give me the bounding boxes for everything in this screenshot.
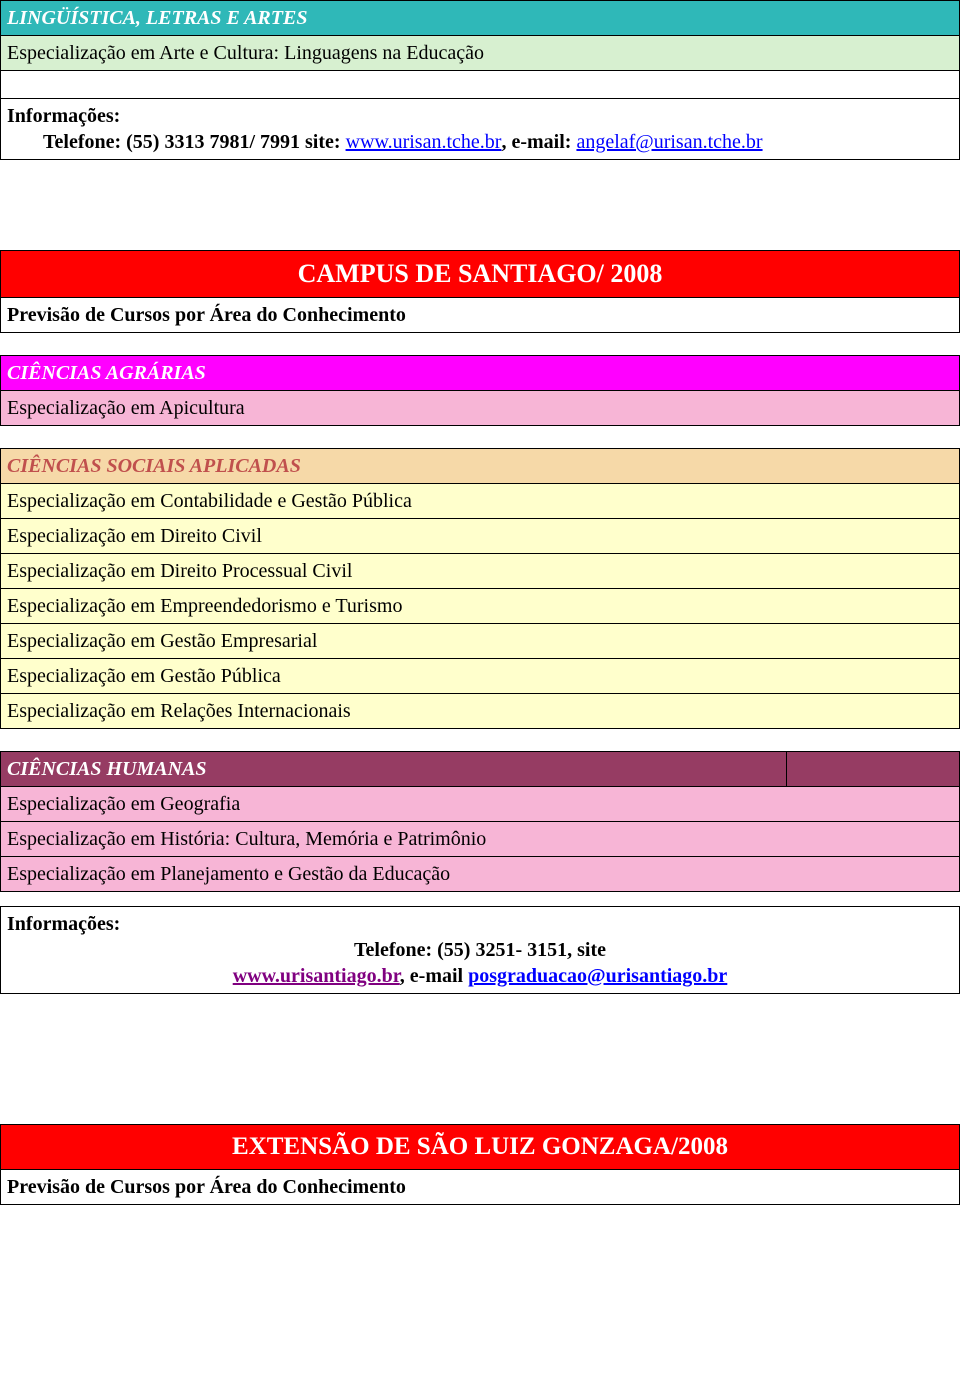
humanas-header: CIÊNCIAS HUMANAS [1, 751, 787, 786]
sociais-table: CIÊNCIAS SOCIAIS APLICADAS Especializaçã… [0, 448, 960, 729]
phone-label: Telefone: (55) 3313 7981/ 7991 site: [43, 131, 346, 153]
sociais-header: CIÊNCIAS SOCIAIS APLICADAS [1, 448, 960, 483]
humanas-header-blank [787, 751, 960, 786]
email-label: , e-mail: [501, 131, 576, 153]
sociais-row: Especialização em Empreendedorismo e Tur… [1, 588, 960, 623]
info2-table: Informações: Telefone: (55) 3251- 3151, … [0, 906, 960, 994]
info2-email-label: , e-mail [400, 965, 468, 987]
info2-site-link[interactable]: www.urisantiago.br [233, 965, 400, 987]
section-santiago: CAMPUS DE SANTIAGO/ 2008 Previsão de Cur… [0, 250, 960, 333]
humanas-row: Especialização em Geografia [1, 786, 960, 821]
agrarias-table: CIÊNCIAS AGRÁRIAS Especialização em Apic… [0, 355, 960, 426]
humanas-row: Especialização em Planejamento e Gestão … [1, 856, 960, 891]
info-cell: Informações: Telefone: (55) 3313 7981/ 7… [1, 99, 960, 160]
sociais-row: Especialização em Gestão Pública [1, 658, 960, 693]
sociais-row: Especialização em Direito Civil [1, 518, 960, 553]
info2-cell: Informações: Telefone: (55) 3251- 3151, … [1, 906, 960, 993]
section-linguistica: LINGÜÍSTICA, LETRAS E ARTES Especializaç… [0, 0, 960, 160]
santiago-banner: CAMPUS DE SANTIAGO/ 2008 [1, 251, 960, 298]
info2-phone: Telefone: (55) 3251- 3151, site [354, 939, 606, 961]
agrarias-row: Especialização em Apicultura [1, 390, 960, 425]
sociais-row: Especialização em Direito Processual Civ… [1, 553, 960, 588]
email-link[interactable]: angelaf@urisan.tche.br [576, 131, 762, 153]
sociais-row: Especialização em Contabilidade e Gestão… [1, 483, 960, 518]
gonzaga-banner: EXTENSÃO DE SÃO LUIZ GONZAGA/2008 [1, 1124, 960, 1170]
humanas-row: Especialização em História: Cultura, Mem… [1, 821, 960, 856]
santiago-subtitle: Previsão de Cursos por Área do Conhecime… [1, 297, 960, 332]
gonzaga-subtitle: Previsão de Cursos por Área do Conhecime… [1, 1170, 960, 1205]
section-gonzaga: EXTENSÃO DE SÃO LUIZ GONZAGA/2008 Previs… [0, 1124, 960, 1206]
info-label: Informações: [7, 105, 120, 127]
info2-email-link[interactable]: posgraduacao@urisantiago.br [468, 965, 727, 987]
sociais-row: Especialização em Relações Internacionai… [1, 693, 960, 728]
sociais-row: Especialização em Gestão Empresarial [1, 623, 960, 658]
humanas-table: CIÊNCIAS HUMANAS Especialização em Geogr… [0, 751, 960, 892]
site-link[interactable]: www.urisan.tche.br [346, 131, 502, 153]
agrarias-header: CIÊNCIAS AGRÁRIAS [1, 355, 960, 390]
linguistica-row: Especialização em Arte e Cultura: Lingua… [1, 36, 960, 71]
info2-label: Informações: [7, 913, 120, 935]
linguistica-header: LINGÜÍSTICA, LETRAS E ARTES [1, 1, 960, 36]
blank-row [1, 71, 960, 99]
